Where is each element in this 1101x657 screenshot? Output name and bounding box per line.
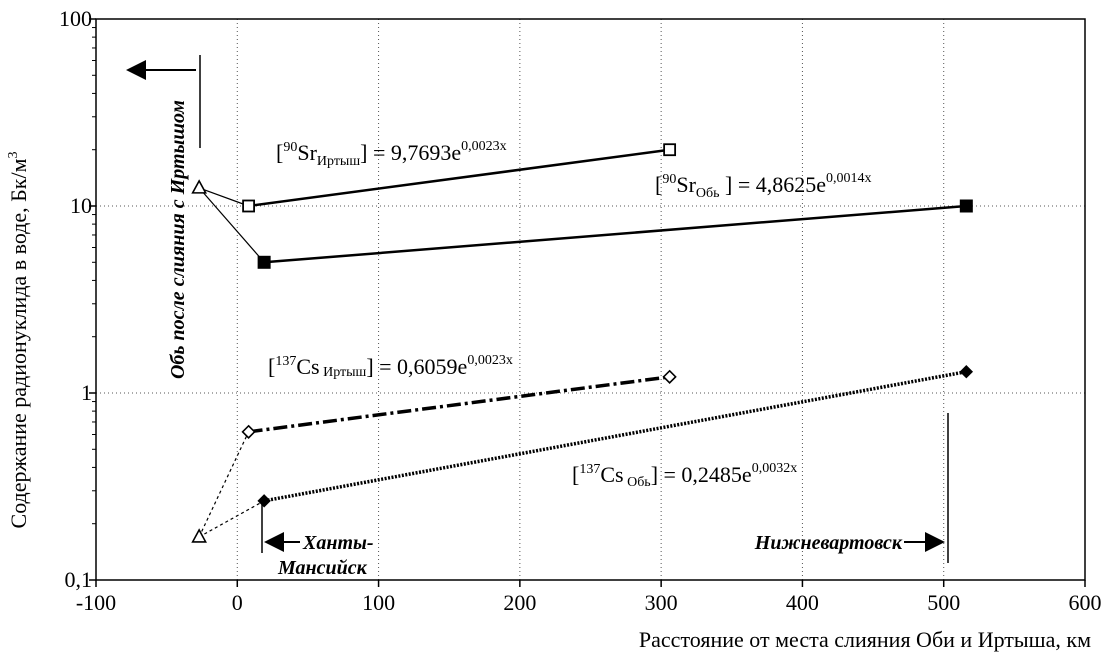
connector-line: [198, 187, 249, 207]
x-tick-label: 0: [232, 590, 243, 615]
khanty-label-2: Мансийск: [277, 557, 368, 579]
y-tick-label: 10: [70, 193, 92, 218]
x-axis-label: Расстояние от места слияния Оби и Иртыша…: [639, 627, 1091, 652]
x-tick-label: 500: [927, 590, 960, 615]
axis-ticks: -100 0 100 200 300 400 500 600 0,1 1 10 100: [59, 6, 1101, 615]
gridlines: [96, 19, 1085, 580]
series-0-point-1: [663, 143, 677, 157]
series-1-point-1: [959, 199, 973, 213]
series-2-point-1: [662, 369, 677, 384]
series-line-2: [248, 375, 670, 434]
x-tick-label: 300: [645, 590, 678, 615]
plot-frame: [95, 18, 1086, 581]
series-line-0: [248, 148, 670, 208]
x-tick-label: 100: [362, 590, 395, 615]
x-tick-label: 400: [786, 590, 819, 615]
equation-cs-irtysh: [137Cs Иртыш] = 0,6059e0,0023x: [268, 353, 513, 380]
x-tick-label: -100: [76, 590, 116, 615]
markers-layer: [191, 143, 974, 543]
series-3-point-1: [959, 364, 974, 379]
y-tick-label: 0,1: [65, 567, 93, 592]
connector-line: [198, 187, 265, 263]
y-axis-label-text: Содержание радионуклида в воде, Бк/м: [6, 158, 31, 528]
series-layer: [198, 148, 967, 538]
y-tick-label: 100: [59, 6, 92, 31]
khanty-label-1: Ханты-: [302, 532, 374, 554]
x-tick-label: 600: [1069, 590, 1101, 615]
ob-after-annotation: Обь после слияния с Иртышом: [167, 100, 189, 379]
series-1-point-0: [257, 255, 271, 269]
connector-line: [198, 431, 250, 538]
equation-sr-ob: [90SrОбь ] = 4,8625e0,0014x: [655, 171, 872, 201]
series-0-point-0: [242, 199, 255, 213]
y-tick-label: 1: [81, 380, 92, 405]
series-2-point-0: [241, 424, 256, 439]
series-line-1: [264, 204, 967, 264]
series-3-point-0: [257, 494, 271, 508]
confluence-point-1: [191, 528, 207, 543]
equation-sr-irtysh: [90SrИртыш] = 9,7693e0,0023x: [276, 139, 507, 169]
nizhnevartovsk-label: Нижневартовск: [754, 532, 903, 554]
y-axis-label: Содержание радионуклида в воде, Бк/м3: [6, 152, 31, 529]
equation-cs-ob: [137Cs Обь] = 0,2485e0,0032x: [572, 461, 797, 490]
connector-line: [198, 500, 265, 538]
y-axis-label-sup: 3: [6, 152, 21, 159]
x-tick-label: 200: [503, 590, 536, 615]
confluence-point-0: [191, 179, 207, 194]
